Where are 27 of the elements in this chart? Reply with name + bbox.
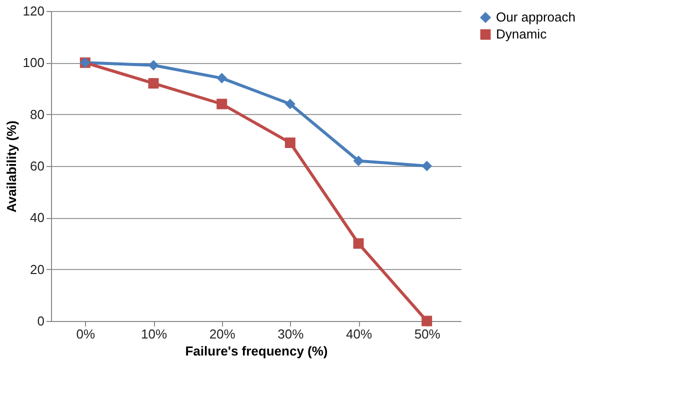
x-axis-title: Failure's frequency (%) (185, 344, 328, 358)
point (284, 138, 296, 148)
point (422, 160, 432, 172)
y-tick-label: 20 (30, 262, 44, 277)
y-tick-label: 100 (22, 55, 44, 70)
x-tick-label: 50% (414, 326, 441, 342)
legend-label: Our approach (496, 10, 576, 24)
y-tick-label: 0 (37, 314, 44, 328)
point (148, 60, 159, 70)
point (353, 238, 364, 249)
x-tick-label: 40% (346, 326, 372, 342)
y-tick-label: 120 (22, 4, 44, 18)
point (422, 316, 432, 326)
point (216, 98, 228, 110)
point (353, 156, 364, 166)
legend-label: Dynamic (496, 26, 548, 42)
y-axis-title: Availability (%) (4, 120, 19, 212)
y-tick-label: 40 (30, 210, 44, 226)
point (216, 72, 228, 84)
x-tick-label: 30% (278, 326, 304, 342)
x-tick-label: 20% (209, 326, 236, 342)
y-tick-label: 80 (30, 106, 44, 122)
y-tick-label: 60 (30, 158, 44, 174)
point (284, 98, 296, 110)
point (148, 78, 159, 89)
x-tick-label: 10% (140, 326, 168, 342)
x-tick-label: 0% (76, 326, 96, 342)
